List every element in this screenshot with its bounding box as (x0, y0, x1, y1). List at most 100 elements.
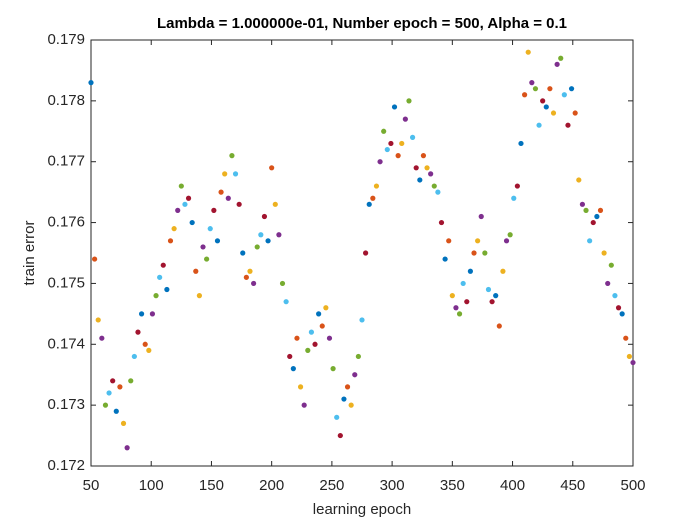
point (110, 378, 116, 384)
point (540, 98, 546, 104)
point (305, 347, 311, 353)
point (258, 232, 264, 238)
x-tick-label: 200 (259, 477, 284, 494)
point (102, 402, 109, 408)
point (630, 359, 636, 366)
y-axis-label: train error (21, 220, 38, 285)
point (276, 232, 282, 238)
point (294, 335, 300, 341)
point (265, 238, 271, 244)
point (485, 286, 492, 293)
point (612, 293, 618, 299)
point (471, 250, 477, 256)
point (525, 49, 531, 55)
point (435, 189, 441, 195)
point (232, 171, 239, 177)
point (193, 268, 199, 274)
point (334, 414, 340, 420)
point (608, 262, 614, 268)
point (594, 213, 600, 220)
point (207, 226, 213, 232)
x-tick-label: 450 (560, 477, 585, 494)
plot-area (90, 39, 634, 467)
x-tick-label: 100 (139, 477, 164, 494)
point (373, 183, 380, 189)
point (211, 207, 217, 213)
point (507, 232, 513, 238)
point (196, 293, 202, 299)
point (384, 146, 390, 153)
point (619, 311, 625, 317)
point (464, 299, 470, 305)
y-tick-label: 0.172 (47, 457, 85, 474)
y-tick-label: 0.174 (47, 335, 85, 352)
point (355, 353, 361, 360)
point (95, 317, 101, 323)
point (460, 280, 466, 287)
point (287, 353, 293, 360)
point (424, 165, 430, 171)
point (113, 408, 119, 414)
point (547, 86, 553, 92)
point (532, 86, 539, 92)
point (442, 256, 448, 262)
point (623, 335, 629, 341)
point (565, 122, 571, 128)
point (391, 104, 398, 110)
point (337, 432, 343, 439)
point (377, 159, 383, 165)
point (117, 384, 123, 390)
point (222, 171, 228, 177)
point (453, 305, 459, 311)
point (413, 165, 419, 171)
x-tick-label: 150 (199, 477, 224, 494)
point (344, 384, 351, 390)
point (131, 353, 137, 360)
point (503, 238, 510, 244)
point (446, 238, 452, 244)
point (88, 80, 94, 86)
point (157, 274, 163, 280)
point (402, 116, 408, 122)
x-tick-label: 300 (380, 477, 405, 494)
point (153, 293, 159, 299)
point (341, 396, 347, 402)
point (554, 61, 560, 67)
point (312, 341, 318, 347)
point (478, 213, 484, 220)
point (124, 445, 130, 451)
point (381, 128, 387, 134)
point (449, 293, 455, 299)
point (171, 226, 177, 232)
point (348, 402, 354, 408)
point (229, 153, 235, 159)
chart-title: Lambda = 1.000000e-01, Number epoch = 50… (157, 15, 567, 32)
point (420, 153, 427, 159)
point (175, 207, 181, 213)
point (536, 122, 542, 128)
point (370, 195, 376, 201)
x-tick-label: 500 (620, 477, 645, 494)
x-axis-label: learning epoch (313, 501, 411, 518)
point (406, 98, 412, 104)
point (247, 268, 253, 274)
point (518, 140, 524, 147)
point (514, 183, 520, 189)
point (204, 256, 210, 262)
point (106, 390, 112, 396)
point (240, 250, 246, 256)
point (218, 189, 224, 195)
point (583, 207, 589, 213)
point (135, 329, 141, 335)
point (182, 201, 188, 207)
point (409, 134, 416, 140)
point (142, 341, 148, 347)
point (272, 201, 278, 207)
point (590, 219, 596, 226)
point (529, 80, 535, 86)
point (236, 201, 242, 207)
y-tick-label: 0.176 (47, 214, 85, 231)
y-tick-label: 0.179 (47, 31, 85, 48)
point (489, 299, 495, 305)
